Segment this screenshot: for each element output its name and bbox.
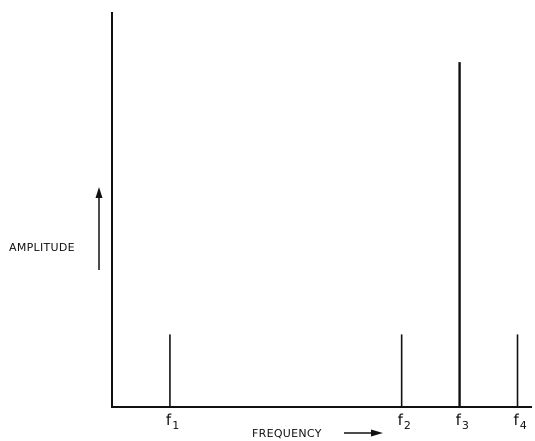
y-axis-arrow [95,187,103,270]
tick-label-3: f3 [456,411,469,432]
x-tick-labels: f1 f2 f3 f4 [166,411,527,432]
x-axis-label: FREQUENCY [252,427,322,440]
tick-label-4: f4 [514,411,527,432]
y-axis-label: AMPLITUDE [9,241,75,254]
spectral-lines [169,62,519,407]
tick-label-1: f1 [166,411,179,432]
tick-label-2: f2 [398,411,411,432]
x-axis-arrow [344,429,383,437]
